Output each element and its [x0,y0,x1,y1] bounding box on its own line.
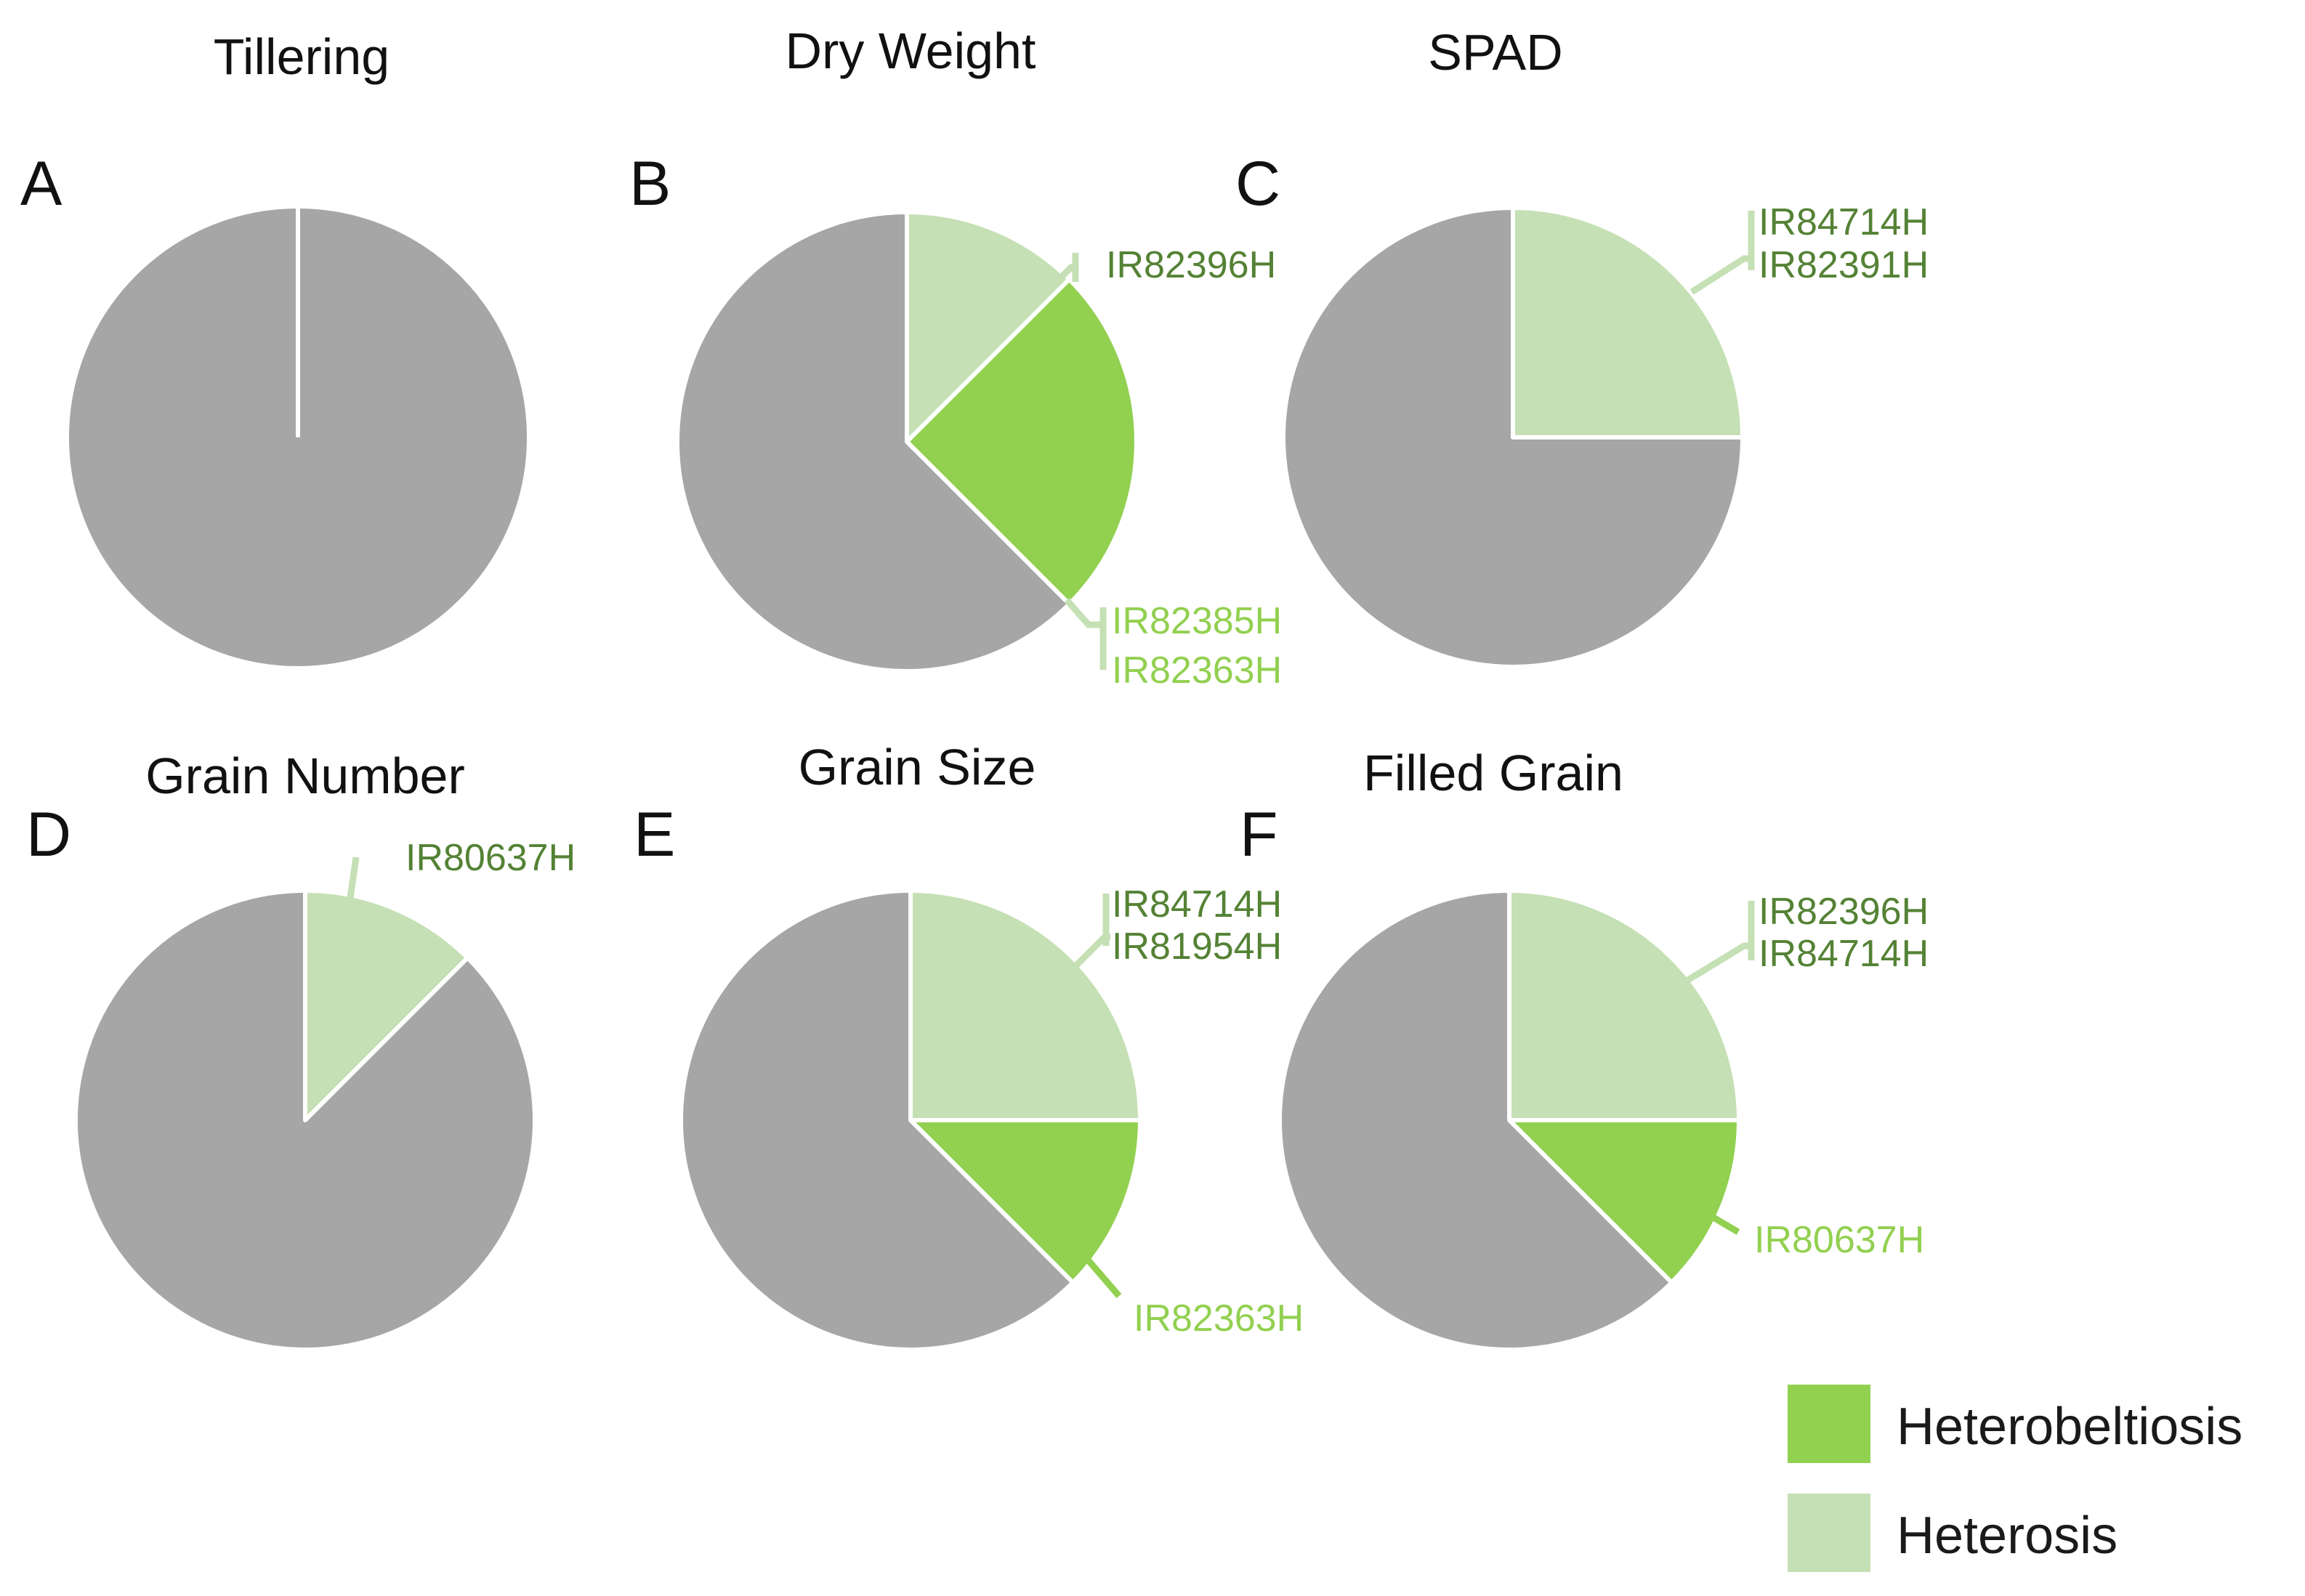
callout-label: IR84714H [1112,883,1282,925]
legend-swatch-heterobeltiosis [1788,1385,1870,1463]
pie-slice-other [679,888,1075,1352]
callout-label: IR81954H [1112,925,1282,968]
callout-label: IR80637H [1754,1219,1924,1261]
pie-slice-other [675,210,1072,673]
panel-f: Filled Grain F IR82396H IR84714H IR80637… [1240,745,1929,1352]
panel-a-pie [65,204,531,671]
callout-leader [1690,255,1751,295]
pie-slice-heterobeltiosis [905,277,1139,607]
panel-d-callouts: IR80637H [347,837,576,899]
panel-b-letter: B [629,149,671,219]
panel-b-pie [675,210,1139,673]
callout-label: IR84714H [1759,933,1929,975]
panel-c: SPAD C IR84714H IR82391H [1235,24,1929,669]
pie-slice-other [1277,888,1674,1352]
panel-b: Dry Weight B IR82396H IR82385H IR82363H [629,23,1282,692]
panel-c-callouts: IR84714H IR82391H [1690,201,1929,295]
panel-e: Grain Size E IR84714H IR81954H IR82363H [634,739,1304,1352]
panel-e-title: Grain Size [799,739,1036,795]
callout-label: IR82363H [1112,649,1282,692]
pie-slice-heterosis [1507,888,1741,1122]
panel-a: Tillering A [20,28,531,671]
legend-swatch-heterosis [1788,1494,1870,1572]
panel-a-title: Tillering [214,28,389,85]
pie-slice-other [1281,206,1745,669]
callout-leader [1711,1215,1740,1235]
pie-slice-heterosis [908,888,1142,1122]
legend-label-heterobeltiosis: Heterobeltiosis [1897,1398,2243,1456]
callout-label: IR84714H [1759,201,1929,243]
pie-slice-heterobeltiosis [908,1118,1142,1285]
pie-slice-heterosis [905,210,1072,444]
panel-f-callouts: IR82396H IR84714H IR80637H [1682,891,1929,1261]
callout-label: IR82385H [1112,600,1282,642]
panel-d-pie [73,888,537,1352]
panel-b-title: Dry Weight [786,23,1036,79]
panel-d-letter: D [26,800,71,870]
callout-leader [1064,598,1105,628]
legend-label-heterosis: Heterosis [1897,1507,2118,1565]
pie-slice-heterosis [1511,206,1745,439]
panel-a-letter: A [20,149,62,219]
panel-c-pie [1281,206,1745,669]
panel-d: Grain Number D IR80637H [26,748,576,1352]
panel-e-letter: E [634,800,675,870]
callout-leader [1080,1252,1122,1298]
callout-label: IR82391H [1759,244,1929,286]
callout-leader [1682,942,1751,985]
panel-c-title: SPAD [1428,24,1562,81]
panel-f-letter: F [1240,800,1278,870]
callout-label: IR82396H [1106,244,1276,286]
legend: Heterobeltiosis Heterosis [1788,1385,2243,1572]
callout-label: IR80637H [405,837,576,879]
panel-d-title: Grain Number [145,748,465,804]
panel-b-callouts: IR82396H IR82385H IR82363H [1059,244,1282,692]
callout-label: IR82396H [1759,891,1929,933]
pie-slice-heterobeltiosis [1507,1118,1741,1285]
pie-slice-heterosis [303,888,470,1122]
panel-f-title: Filled Grain [1363,745,1623,801]
panel-f-pie [1277,888,1741,1352]
callout-label: IR82363H [1134,1297,1304,1340]
panel-e-pie [679,888,1142,1352]
panel-e-callouts: IR84714H IR81954H IR82363H [1073,883,1304,1340]
panel-c-letter: C [1235,149,1280,219]
callout-leader [347,856,360,899]
pie-slice-other [73,888,537,1352]
